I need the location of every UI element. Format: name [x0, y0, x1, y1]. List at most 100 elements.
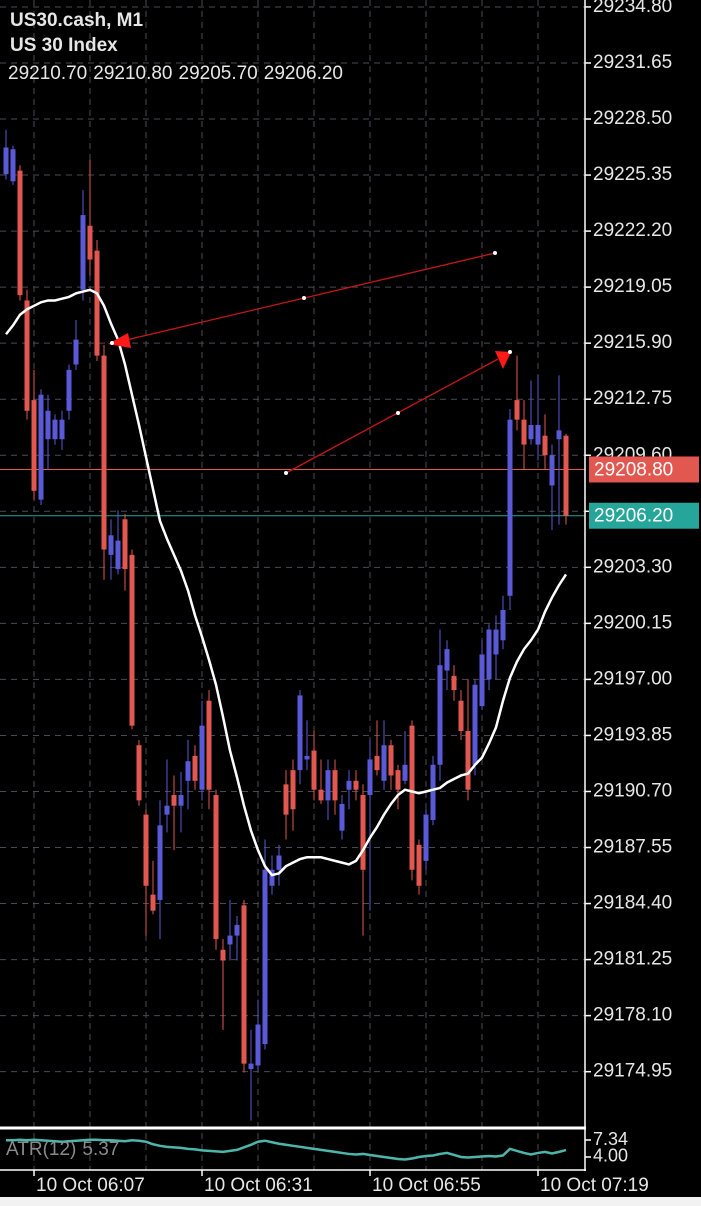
y-tick-label: 29181.25 [593, 949, 672, 970]
candle-body [395, 770, 401, 790]
candle-body [563, 435, 569, 516]
candle-body [199, 725, 205, 790]
candle-body [514, 400, 520, 420]
candle-body [458, 700, 464, 731]
candle-body [241, 905, 247, 1064]
trend-line [121, 252, 496, 342]
symbol-title: US30.cash, M1 [10, 10, 143, 31]
candle-body [178, 795, 184, 806]
candle-body [101, 355, 107, 550]
anchor [508, 350, 512, 354]
candle-body [304, 755, 310, 760]
candle-body [528, 425, 534, 440]
candle-body [157, 825, 163, 900]
candle-body [206, 700, 212, 790]
trend-arrows [108, 251, 512, 475]
candle-body [52, 419, 58, 440]
candle-body [108, 535, 114, 555]
candle-body [318, 789, 324, 801]
moving-average [5, 288, 568, 877]
candle-body [486, 629, 492, 680]
candle-body [3, 147, 9, 175]
candle-body [500, 610, 506, 641]
candle-body [367, 759, 373, 796]
marks [0, 129, 585, 1161]
y-tick-label: 29215.90 [593, 332, 672, 353]
grid [0, 0, 585, 1170]
candle-body [444, 649, 450, 671]
candle-body [430, 764, 436, 820]
candle-body [136, 745, 142, 801]
y-tick-label: 29222.20 [593, 220, 672, 241]
candle-body [549, 455, 555, 486]
candle-body [129, 554, 135, 726]
arrow-head [108, 333, 131, 348]
candle-body [66, 369, 72, 411]
candle-body [353, 780, 359, 790]
y-tick-label: 29193.85 [593, 724, 672, 745]
candle-body [248, 1063, 254, 1070]
candle-body [346, 780, 352, 790]
candle-body [164, 805, 170, 815]
candle-body [297, 695, 303, 771]
candle-body [192, 755, 198, 781]
candle-body [339, 803, 345, 831]
anchor [493, 251, 497, 255]
y-tick-label: 29212.75 [593, 388, 672, 409]
candle-body [59, 419, 65, 440]
ohlc-value: 29205.70 [179, 63, 258, 84]
candle-body [115, 540, 121, 570]
y-tick-label: 29231.65 [593, 52, 672, 73]
candle-body [24, 300, 30, 411]
y-tick-label: 29187.55 [593, 837, 672, 858]
candle-body [220, 949, 226, 961]
anchor [110, 341, 114, 345]
candle-body [409, 725, 415, 870]
y-tick-label: 29184.40 [593, 893, 672, 914]
y-tick-label: 29219.05 [593, 276, 672, 297]
candle-body [213, 795, 219, 940]
candle-body [556, 430, 562, 440]
candle-body [10, 149, 16, 182]
indicator-name: ATR(12) [6, 1139, 76, 1160]
candle-body [535, 425, 541, 445]
candle-body [80, 215, 86, 290]
y-tick-label: 29203.30 [593, 556, 672, 577]
anchor [396, 411, 400, 415]
candle-body [94, 250, 100, 356]
indicator-line [6, 1138, 567, 1161]
candle-body [122, 519, 128, 570]
candle-body [290, 770, 296, 810]
x-tick-label: 10 Oct 06:55 [372, 1175, 481, 1196]
x-tick-label: 10 Oct 07:19 [540, 1175, 649, 1196]
candle-body [38, 394, 44, 500]
y-tick-label: 29225.35 [593, 164, 672, 185]
candle-body [451, 675, 457, 691]
candle-body [521, 419, 527, 445]
ohlc-value: 29210.70 [8, 63, 87, 84]
candle-body [87, 225, 93, 260]
y-tick-label: 29174.95 [593, 1061, 672, 1082]
candle-body [17, 170, 23, 296]
candle-body [374, 755, 380, 771]
y-tick-label: 4.00 [593, 1146, 628, 1166]
candle-body [360, 795, 366, 870]
y-tick-label: 29197.00 [593, 668, 672, 689]
candle-body [283, 784, 289, 815]
candle-body [381, 745, 387, 781]
candle-body [423, 814, 429, 861]
ohlc-value: 29210.80 [93, 63, 172, 84]
candle-body [143, 814, 149, 886]
labels: 29234.80 29231.65 29228.50 29225.35 29222.20… [6, 0, 699, 1196]
axes [0, 0, 586, 1171]
indicator-label: ATR(12) 5.37 [6, 1139, 119, 1160]
candle-body [45, 410, 51, 440]
candle-body [234, 924, 240, 936]
candle-body [171, 795, 177, 806]
candle-body [150, 894, 156, 911]
price-label: 29208.80 [594, 459, 673, 480]
price-label: 29206.20 [594, 506, 673, 527]
indicator-value: 5.37 [82, 1139, 119, 1160]
candle-body [472, 684, 478, 765]
